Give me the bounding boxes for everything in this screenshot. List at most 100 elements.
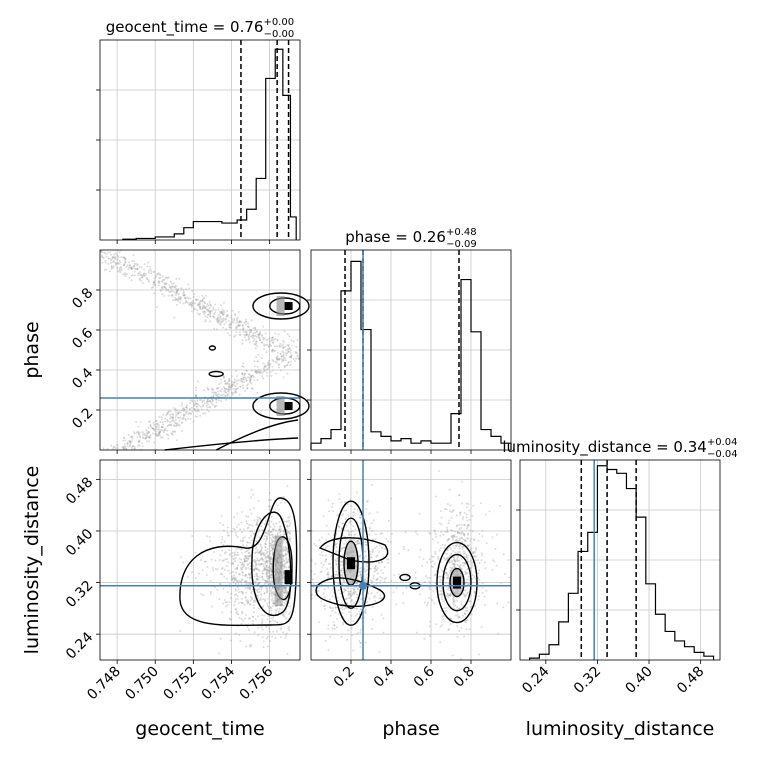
geocent-ld-sample-point bbox=[270, 572, 273, 575]
geocent-phase-sample-point bbox=[194, 409, 197, 412]
geocent-ld-sample-point bbox=[214, 568, 217, 571]
phase-ld-sample-point bbox=[445, 606, 448, 609]
geocent-ld-sample-point bbox=[264, 531, 267, 534]
geocent-ld-sample-point bbox=[269, 562, 272, 565]
phase-ld-sample-point bbox=[449, 594, 452, 597]
geocent-ld-sample-point bbox=[267, 556, 270, 559]
geocent-phase-sample-point bbox=[225, 328, 228, 331]
phase-ld-sample-point bbox=[432, 555, 435, 558]
geocent-ld-sample-point bbox=[247, 558, 250, 561]
phase-ld-sample-point bbox=[356, 588, 359, 591]
geocent-ld-sample-point bbox=[245, 599, 248, 602]
phase-ld-sample-point bbox=[356, 612, 359, 615]
phase-ld-sample-point bbox=[423, 580, 426, 583]
geocent-ld-sample-point bbox=[220, 541, 223, 544]
geocent-phase-sample-point bbox=[195, 405, 198, 408]
geocent-phase-sample-point bbox=[180, 297, 183, 300]
geocent-phase-sample-point bbox=[182, 291, 185, 294]
phase-ld-sample-point bbox=[458, 532, 461, 535]
geocent-phase-sample-point bbox=[166, 411, 169, 414]
phase-ld-sample-point bbox=[356, 596, 359, 599]
phase-ld-sample-point bbox=[466, 533, 469, 536]
geocent-phase-sample-point bbox=[142, 433, 145, 436]
phase-ld-sample-point bbox=[473, 590, 476, 593]
geocent-ld-sample-point bbox=[228, 572, 231, 575]
phase-ld-sample-point bbox=[464, 589, 467, 592]
geocent-phase-sample-point bbox=[172, 424, 175, 427]
geocent-ld-sample-point bbox=[285, 547, 288, 550]
geocent-phase-sample-point bbox=[141, 431, 144, 434]
geocent-phase-sample-point bbox=[220, 378, 223, 381]
phase-ld-sample-point bbox=[347, 594, 350, 597]
geocent-phase-sample-point bbox=[284, 365, 287, 368]
geocent-ld-sample-point bbox=[213, 586, 216, 589]
geocent-phase-sample-point bbox=[259, 339, 262, 342]
geocent-phase-sample-point bbox=[262, 325, 265, 328]
geocent-phase-sample-point bbox=[171, 419, 174, 422]
geocent-phase-sample-point bbox=[208, 307, 211, 310]
geocent-phase-sample-point bbox=[247, 372, 250, 375]
phase-ld-sample-point bbox=[378, 597, 381, 600]
geocent-phase-sample-point bbox=[123, 446, 126, 449]
phase-ld-sample-point bbox=[470, 605, 473, 608]
geocent-phase-sample-point bbox=[148, 435, 151, 438]
geocent-phase-sample-point bbox=[224, 382, 227, 385]
geocent-ld-sample-point bbox=[241, 591, 244, 594]
phase-ld-sample-point bbox=[358, 571, 361, 574]
geocent-ld-sample-point bbox=[270, 542, 273, 545]
phase-ld-sample-point bbox=[453, 556, 456, 559]
geocent-phase-sample-point bbox=[190, 303, 193, 306]
geocent-ld-sample-point bbox=[270, 531, 273, 534]
geocent-phase-sample-point bbox=[145, 432, 148, 435]
geocent-ld-sample-point bbox=[234, 632, 237, 635]
phase-ld-sample-point bbox=[466, 524, 469, 527]
geocent-ld-sample-point bbox=[268, 560, 271, 563]
phase-ld-sample-point bbox=[496, 602, 499, 605]
geocent-phase-sample-point bbox=[173, 406, 176, 409]
geocent-phase-sample-point bbox=[178, 419, 181, 422]
geocent-phase-sample-point bbox=[142, 437, 145, 440]
phase-ld-sample-point bbox=[459, 563, 462, 566]
geocent-phase-sample-point bbox=[153, 423, 156, 426]
geocent-ld-sample-point bbox=[264, 561, 267, 564]
geocent-ld-sample-point bbox=[231, 555, 234, 558]
geocent-ld-sample-point bbox=[263, 567, 266, 570]
geocent-phase-sample-point bbox=[278, 344, 281, 347]
phase-ld-sample-point bbox=[381, 532, 384, 535]
geocent-phase-sample-point bbox=[133, 274, 136, 277]
geocent-phase-sample-point bbox=[123, 264, 126, 267]
geocent-phase-sample-point bbox=[216, 321, 219, 324]
phase-ld-sample-point bbox=[449, 569, 452, 572]
geocent-phase-sample-point bbox=[186, 296, 189, 299]
geocent-phase-sample-point bbox=[194, 401, 197, 404]
geocent-ld-sample-point bbox=[264, 598, 267, 601]
geocent-phase-sample-point bbox=[127, 261, 130, 264]
phase-ld-sample-point bbox=[443, 556, 446, 559]
phase-ld-sample-point bbox=[494, 547, 497, 550]
geocent-ld-sample-point bbox=[235, 610, 238, 613]
phase-ld-sample-point bbox=[447, 628, 450, 631]
geocent-ld-sample-point bbox=[247, 587, 250, 590]
phase-ld-sample-point bbox=[458, 607, 461, 610]
phase-ld-sample-point bbox=[435, 623, 438, 626]
phase-ld-sample-point bbox=[447, 587, 450, 590]
geocent-ld-sample-point bbox=[249, 523, 252, 526]
geocent-phase-sample-point bbox=[118, 269, 121, 272]
geocent-phase-sample-point bbox=[284, 345, 287, 348]
geocent-ld-sample-point bbox=[259, 576, 262, 579]
geocent-phase-sample-point bbox=[255, 372, 258, 375]
geocent-phase-sample-point bbox=[281, 360, 284, 363]
geocent-ld-sample-point bbox=[264, 546, 267, 549]
geocent-phase-sample-point bbox=[115, 262, 118, 265]
phase-ld-sample-point bbox=[424, 575, 427, 578]
phase-ld-sample-point bbox=[418, 512, 421, 515]
geocent-phase-sample-point bbox=[174, 415, 177, 418]
geocent-phase-sample-point bbox=[187, 283, 190, 286]
geocent-phase-sample-point bbox=[250, 330, 253, 333]
geocent-phase-sample-point bbox=[222, 326, 225, 329]
geocent-ld-sample-point bbox=[265, 555, 268, 558]
geocent-phase-sample-point bbox=[260, 341, 263, 344]
geocent-ld-sample-point bbox=[238, 573, 241, 576]
geocent-phase-sample-point bbox=[225, 315, 228, 318]
geocent-ld-sample-point bbox=[271, 605, 274, 608]
